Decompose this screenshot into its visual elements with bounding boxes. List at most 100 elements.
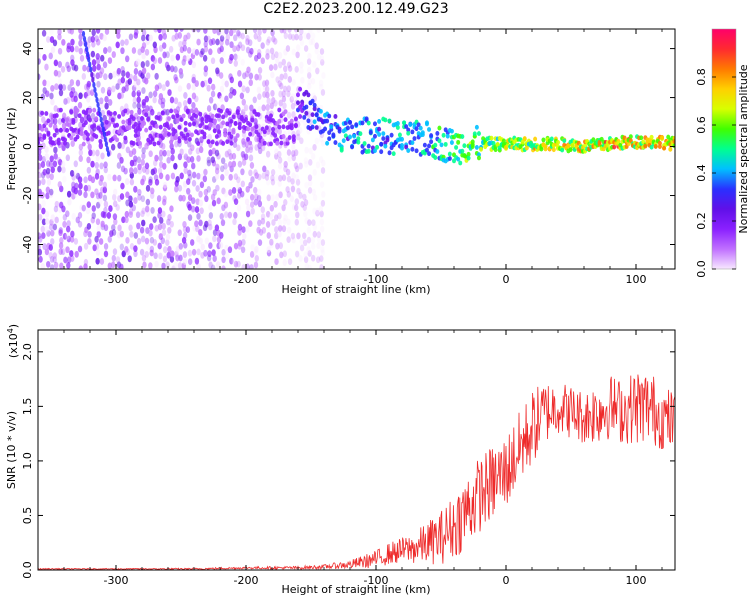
- spectrogram-cell: [248, 146, 253, 154]
- spectrogram-streak-cell: [92, 81, 96, 88]
- spectrogram-cell: [61, 38, 66, 46]
- spectrogram-cell: [95, 218, 101, 226]
- spectrogram-cell: [148, 150, 153, 158]
- spectrogram-cell: [291, 111, 296, 118]
- spectrogram-cell: [295, 51, 300, 59]
- spectrogram-cell: [257, 188, 262, 196]
- spectrogram-cell: [136, 156, 142, 164]
- spectrogram-cell: [293, 204, 299, 212]
- spectrogram-cell: [319, 181, 325, 189]
- spectrogram-cell: [283, 85, 288, 93]
- spectrogram-cell: [270, 53, 276, 61]
- spectrogram-cell: [149, 249, 154, 257]
- spectrogram-cell: [212, 235, 217, 243]
- spectrogram-cell: [140, 131, 146, 139]
- spectrogram-cell: [133, 185, 138, 193]
- spectrogram-cell: [266, 246, 271, 253]
- spectrogram-cell: [245, 225, 250, 233]
- spectrogram-cell: [44, 210, 50, 218]
- spectrogram-cell: [133, 32, 138, 39]
- spectrogram-cell: [158, 44, 164, 52]
- spectrogram-ridge-cell: [42, 133, 47, 139]
- spectrogram-ridge-cell: [202, 131, 207, 137]
- spectrogram-cell: [315, 256, 321, 264]
- spectrogram-cell: [69, 169, 75, 177]
- spectrogram-cell: [48, 161, 54, 168]
- spectrogram-cell: [57, 33, 62, 41]
- spectrogram-cell: [246, 204, 251, 211]
- spectrogram-ridge-cell: [549, 136, 554, 142]
- spectrogram-cell: [299, 244, 305, 252]
- spectrogram-cell: [152, 96, 157, 104]
- spectrogram-cell: [219, 212, 224, 220]
- spectrogram-ridge-cell: [408, 122, 413, 127]
- spectrogram-cell: [219, 95, 224, 103]
- spectrogram-ridge-cell: [325, 140, 330, 146]
- spectrogram-cell: [162, 181, 168, 189]
- colorbar-tick-label: 0.4: [695, 164, 708, 182]
- spectrogram-cell: [165, 51, 170, 59]
- spectrogram-cell: [245, 146, 250, 154]
- spectrogram-cell: [229, 41, 234, 49]
- spectrogram-cell: [136, 85, 142, 93]
- spectrogram-cell: [54, 83, 59, 91]
- spectrogram-ridge-cell: [281, 124, 286, 130]
- spectrogram-cell: [53, 117, 58, 125]
- spectrogram-cell: [215, 67, 220, 75]
- spectrogram-cell: [318, 156, 324, 163]
- snr-scale-close: ): [7, 324, 20, 328]
- spectrogram-cell: [157, 167, 163, 175]
- spectrogram-cell: [96, 63, 101, 71]
- spectrogram-cell: [214, 149, 220, 157]
- spectrogram-cell: [283, 72, 288, 80]
- spectrogram-cell: [262, 84, 268, 92]
- spectrogram-ridge-cell: [212, 128, 217, 134]
- spectrogram-cell: [49, 92, 54, 100]
- spectrogram-cell: [240, 180, 246, 188]
- spectrogram-cell: [45, 167, 51, 175]
- spectrogram-ridge-cell: [262, 129, 267, 135]
- spectrogram-cell: [77, 101, 83, 109]
- spectrogram-cell: [41, 218, 47, 226]
- colorbar-tick-label: 0.8: [695, 68, 708, 86]
- spectrogram-cell: [277, 150, 282, 158]
- spectrogram-cell: [129, 178, 135, 186]
- spectrogram-cell: [277, 219, 283, 226]
- spectrogram-cell: [174, 185, 179, 193]
- spectrogram-cell: [168, 45, 174, 53]
- spectrogram-cell: [306, 58, 312, 66]
- spectrogram-cell: [206, 156, 211, 164]
- spectrogram-ridge-cell: [375, 144, 380, 150]
- spectrogram-cell: [128, 224, 133, 232]
- spectrogram-cell: [78, 47, 83, 55]
- spectrogram-cell: [123, 167, 128, 175]
- spectrogram-cell: [153, 252, 158, 260]
- spectrogram-ridge-cell: [352, 133, 357, 139]
- spectrogram-cell: [133, 245, 138, 253]
- spectrogram-cell: [270, 174, 275, 182]
- spectrogram-streak-cell: [82, 35, 87, 42]
- spectrogram-cell: [203, 40, 208, 48]
- spectrogram-cell: [320, 167, 326, 174]
- snr-xtick-label: -200: [234, 574, 259, 587]
- spectrogram-cell: [237, 80, 243, 88]
- spectrogram-cell: [215, 261, 221, 268]
- spectrogram-ridge-cell: [381, 131, 386, 137]
- spectrogram-ridge-cell: [551, 147, 556, 153]
- spectrogram-cell: [56, 70, 62, 78]
- spectrogram-ridge-cell: [133, 133, 138, 138]
- spectrogram-cell: [318, 205, 324, 213]
- spectrogram-cell: [50, 84, 55, 92]
- spectrogram-cell: [200, 251, 205, 259]
- spectrogram-ridge-cell: [612, 144, 617, 150]
- spectrogram-cell: [161, 97, 166, 105]
- spectrogram-cell: [310, 254, 316, 262]
- spectrogram-cell: [262, 165, 267, 173]
- spectrogram-cell: [144, 77, 149, 85]
- spectrogram-cell: [219, 34, 225, 42]
- spectrogram-cell: [285, 168, 291, 176]
- spectrogram-cell: [77, 211, 83, 219]
- spectrogram-cell: [308, 38, 314, 46]
- spectrogram-cell: [212, 255, 217, 262]
- spectrogram-cell: [245, 185, 250, 193]
